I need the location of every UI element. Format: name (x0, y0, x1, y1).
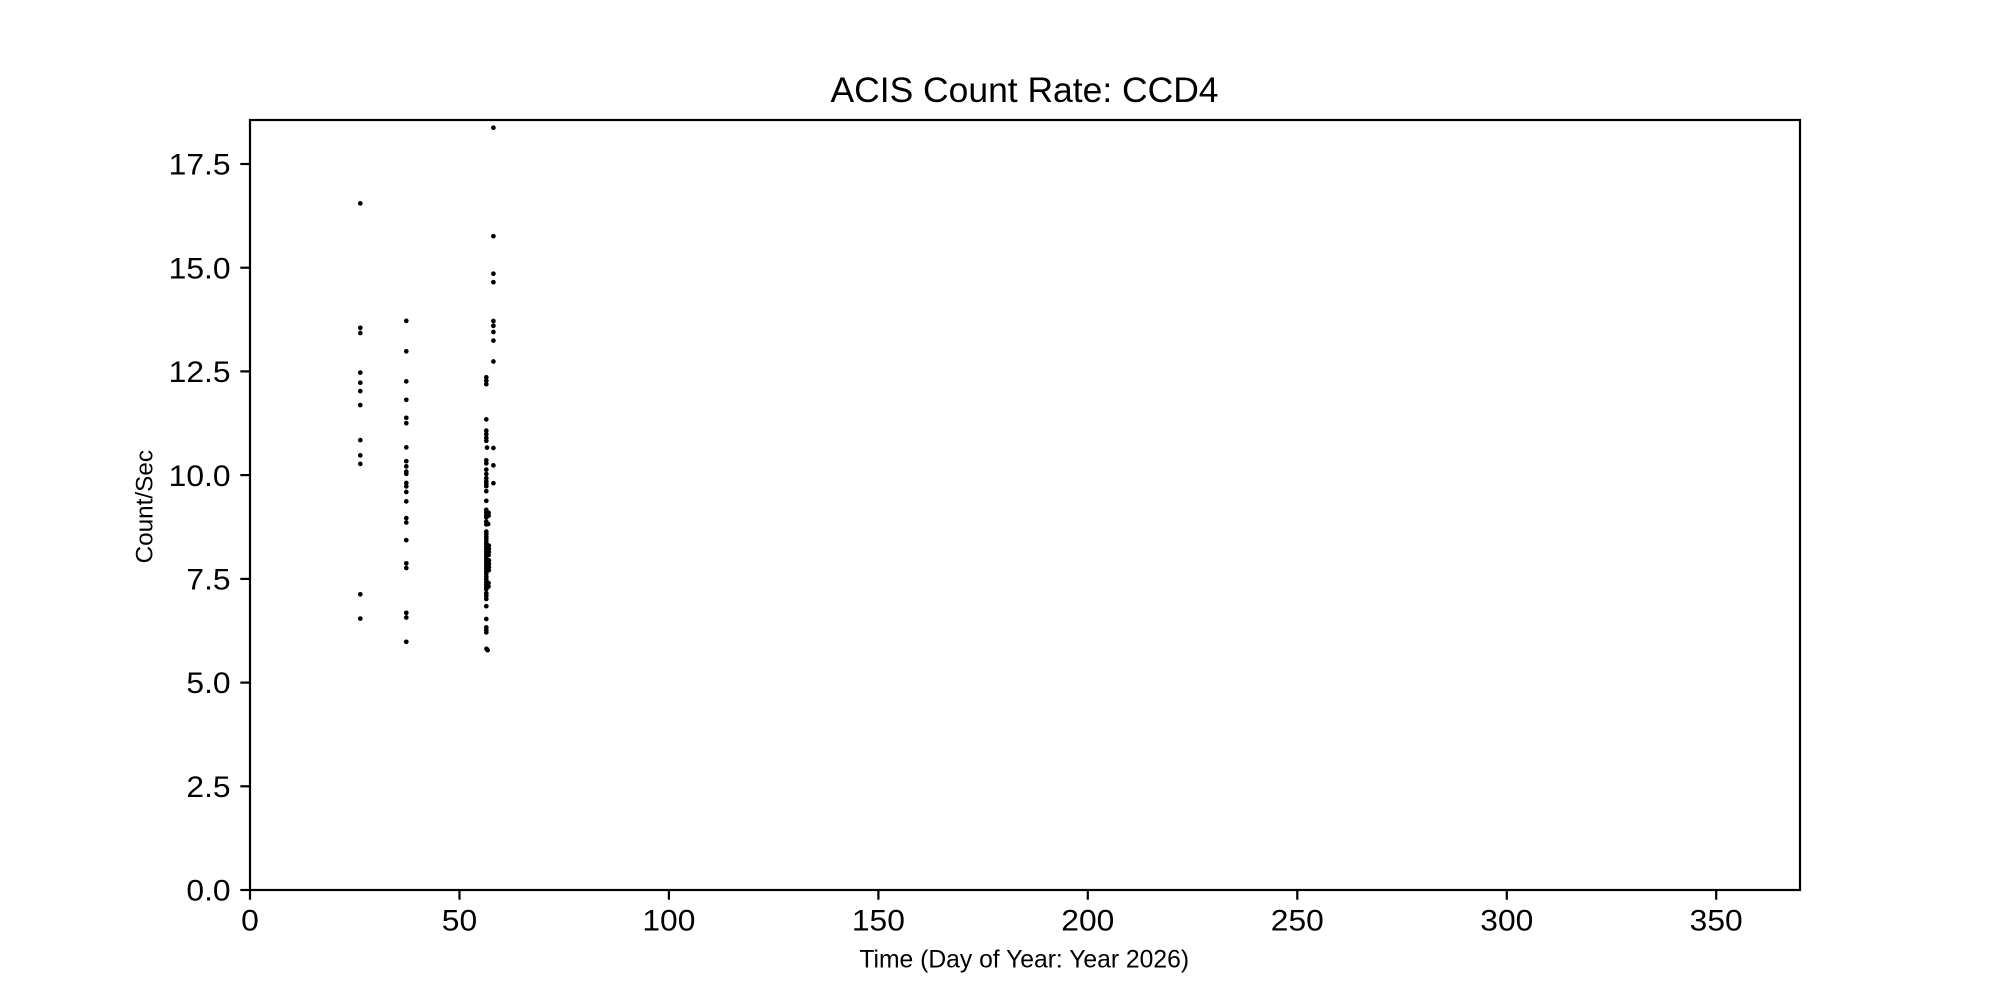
svg-text:12.5: 12.5 (169, 356, 231, 389)
svg-text:5.0: 5.0 (186, 667, 230, 700)
svg-text:17.5: 17.5 (169, 149, 231, 182)
svg-text:10.0: 10.0 (169, 460, 231, 493)
svg-text:Count/Sec: Count/Sec (132, 450, 159, 563)
svg-text:150: 150 (852, 904, 905, 937)
svg-text:250: 250 (1271, 904, 1324, 937)
svg-text:0.0: 0.0 (186, 875, 230, 908)
svg-text:2.5: 2.5 (186, 771, 230, 804)
svg-text:50: 50 (442, 904, 477, 937)
svg-text:300: 300 (1480, 904, 1533, 937)
svg-text:ACIS Count Rate: CCD4: ACIS Count Rate: CCD4 (831, 71, 1219, 110)
svg-text:0: 0 (241, 904, 259, 937)
svg-text:7.5: 7.5 (186, 564, 230, 597)
svg-text:100: 100 (642, 904, 695, 937)
svg-text:350: 350 (1690, 904, 1743, 937)
svg-text:Time (Day of Year: Year 2026): Time (Day of Year: Year 2026) (859, 946, 1189, 973)
svg-text:200: 200 (1061, 904, 1114, 937)
svg-text:15.0: 15.0 (169, 252, 231, 285)
